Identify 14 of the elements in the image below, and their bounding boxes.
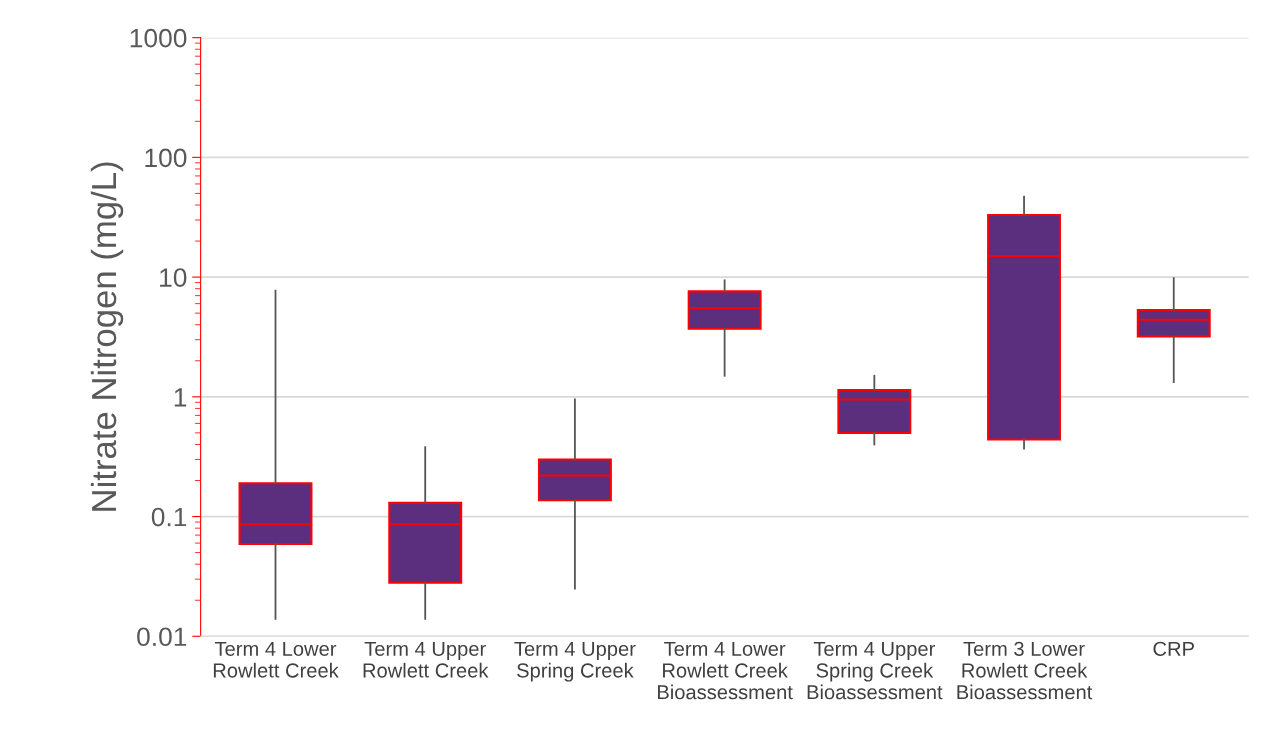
y-tick-label: 10 bbox=[160, 268, 187, 287]
x-tick-label: CRP bbox=[1153, 641, 1194, 656]
x-tick-label: Term 4 Lower Rowlett Creek Bioassessment bbox=[658, 641, 793, 700]
x-tick-label: Term 4 Upper Rowlett Creek bbox=[363, 641, 489, 678]
y-tick-label: 100 bbox=[145, 148, 187, 168]
y-tick-label: 0.01 bbox=[137, 627, 187, 647]
y-tick-label: 0.1 bbox=[151, 507, 187, 527]
x-tick-label: Term 4 Lower Rowlett Creek bbox=[213, 641, 339, 678]
x-tick-label: Term 4 Upper Spring Creek Bioassessment bbox=[807, 641, 943, 700]
y-tick-label: 1000 bbox=[130, 28, 187, 48]
x-tick-label: Term 4 Upper Spring Creek bbox=[514, 641, 636, 682]
y-tick-label: 1 bbox=[174, 388, 187, 407]
x-tick-label: Term 3 Lower Rowlett Creek Bioassessment bbox=[957, 641, 1093, 700]
y-axis-title: Nitrate Nitrogen (mg/L) bbox=[90, 162, 124, 511]
